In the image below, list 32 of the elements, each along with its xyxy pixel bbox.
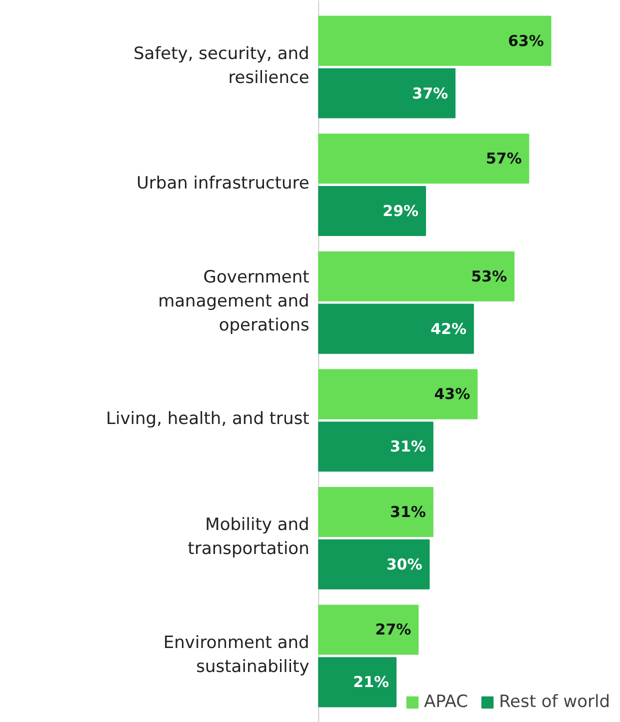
data-label: 30% [386, 555, 422, 574]
bar [318, 539, 430, 590]
y-tick-label: Safety, security, and resilience [133, 44, 310, 88]
data-label: 37% [412, 84, 448, 102]
data-label: 27% [375, 620, 412, 639]
bar [318, 369, 478, 420]
legend-label: Rest of world [498, 692, 610, 712]
data-label: 43% [434, 385, 470, 404]
bar [318, 486, 434, 537]
y-tick-label: Urban infrastructure [136, 174, 310, 194]
legend-label: APAC [424, 692, 468, 712]
data-label: 31% [390, 502, 426, 521]
bar [318, 186, 426, 236]
data-label: 63% [508, 32, 544, 50]
bar [318, 68, 456, 118]
bar [318, 304, 474, 354]
data-label: 21% [353, 673, 390, 692]
bar [318, 422, 434, 472]
bar [318, 657, 397, 708]
bar [318, 251, 514, 302]
data-label: 31% [390, 438, 426, 456]
bar [318, 16, 552, 66]
data-label: 29% [382, 202, 419, 220]
data-label: 53% [471, 267, 508, 286]
data-label: 42% [430, 320, 466, 338]
y-tick-label: Environment and sustainability [163, 632, 310, 677]
bar [318, 604, 419, 655]
y-tick-label: Mobility and transportation [188, 514, 310, 559]
data-label: 57% [486, 150, 522, 168]
bar [318, 134, 530, 184]
y-tick-label: Government management and operations [158, 267, 310, 336]
y-tick-label: Living, health, and trust [106, 409, 310, 430]
